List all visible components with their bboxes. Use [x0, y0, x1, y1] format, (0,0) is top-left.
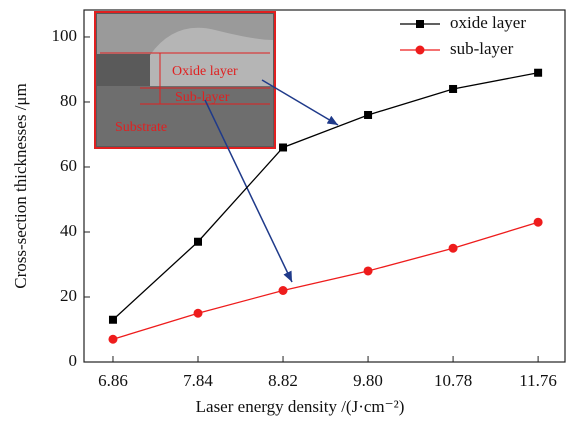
marker — [108, 335, 117, 344]
y-tick-label: 20 — [60, 286, 77, 305]
x-tick-label: 10.78 — [434, 371, 472, 390]
y-tick-label: 40 — [60, 221, 77, 240]
legend-label: sub-layer — [450, 39, 514, 58]
y-tick-label: 0 — [69, 351, 78, 370]
marker — [449, 85, 457, 93]
legend-label: oxide layer — [450, 13, 526, 32]
marker — [279, 286, 288, 295]
y-tick-label: 60 — [60, 156, 77, 175]
y-tick-label: 80 — [60, 91, 77, 110]
y-tick-label: 100 — [52, 26, 78, 45]
marker — [364, 111, 372, 119]
marker — [449, 244, 458, 253]
legend-marker — [416, 20, 424, 28]
marker — [534, 69, 542, 77]
marker — [194, 238, 202, 246]
series-line — [113, 222, 538, 339]
y-axis-label: Cross-section thicknesses /μm — [11, 83, 30, 289]
x-tick-label: 6.86 — [98, 371, 128, 390]
annotation: Substrate — [115, 120, 167, 135]
x-tick-label: 11.76 — [519, 371, 557, 390]
marker — [109, 316, 117, 324]
x-tick-label: 7.84 — [183, 371, 213, 390]
x-axis-label: Laser energy density /(J·cm⁻²) — [196, 397, 405, 416]
x-tick-label: 9.80 — [353, 371, 383, 390]
legend-marker — [416, 46, 425, 55]
annotation: Oxide layer — [172, 64, 238, 79]
x-tick-label: 8.82 — [268, 371, 298, 390]
marker — [364, 266, 373, 275]
marker — [279, 143, 287, 151]
marker — [534, 218, 543, 227]
inset-image: Oxide layer Sub-layer Substrate — [95, 12, 275, 148]
marker — [194, 309, 203, 318]
chart: Oxide layer Sub-layer Substrate Laser en… — [0, 0, 576, 421]
annotation: Sub-layer — [175, 90, 230, 105]
